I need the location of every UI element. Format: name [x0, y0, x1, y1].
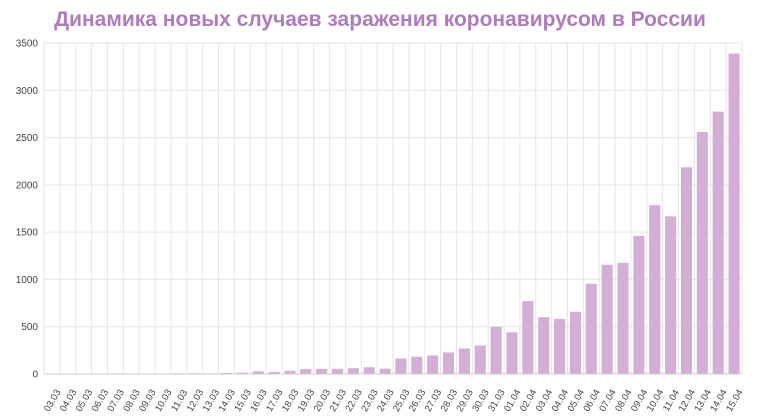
- bar-26.03: [411, 356, 423, 374]
- bar-06.04: [585, 283, 597, 374]
- bar-14.03: [220, 372, 232, 374]
- bar-02.04: [522, 301, 534, 374]
- bar-25.03: [395, 358, 407, 374]
- y-tick-label: 3500: [16, 39, 39, 50]
- bar-19.03: [300, 369, 312, 374]
- y-tick-label: 2000: [16, 180, 39, 191]
- y-tick-label: 1000: [16, 275, 39, 286]
- bars: [46, 53, 740, 374]
- bar-28.03: [442, 352, 455, 374]
- bar-12.04: [680, 167, 693, 374]
- bar-14.04: [712, 111, 724, 374]
- bar-15.04: [728, 53, 740, 374]
- bar-16.03: [252, 371, 264, 374]
- bar-07.04: [601, 264, 613, 374]
- bar-11.04: [665, 216, 677, 374]
- bar-15.03: [236, 372, 248, 374]
- bar-03.04: [538, 317, 550, 374]
- x-axis-ticks: 03.0304.0305.0306.0307.0308.0309.0310.03…: [42, 388, 746, 414]
- x-tick-label: 15.04: [724, 388, 745, 414]
- bar-21.03: [331, 368, 344, 374]
- y-tick-label: 2500: [16, 133, 39, 144]
- bar-20.03: [316, 368, 328, 374]
- bar-23.03: [363, 367, 375, 374]
- y-tick-label: 0: [32, 370, 38, 381]
- bar-31.03: [490, 326, 502, 374]
- y-axis-ticks: 0 500 1000 1500 2000 2500 3000 3500: [16, 39, 39, 381]
- bar-13.04: [696, 132, 708, 374]
- gridlines: [43, 42, 743, 375]
- bar-08.04: [617, 262, 629, 374]
- bar-04.04: [554, 318, 566, 374]
- bar-27.03: [427, 355, 439, 374]
- bar-22.03: [347, 368, 359, 374]
- bar-30.03: [474, 345, 486, 374]
- bar-18.03: [284, 370, 296, 374]
- bar-05.04: [569, 311, 581, 374]
- chart-title: Динамика новых случаев заражения коронав…: [54, 8, 706, 31]
- y-tick-label: 1500: [16, 228, 39, 239]
- bar-01.04: [506, 332, 518, 374]
- bar-24.03: [379, 368, 391, 374]
- bar-17.03: [268, 372, 280, 374]
- y-tick-label: 3000: [16, 86, 39, 97]
- bar-29.03: [458, 348, 470, 374]
- bar-09.04: [633, 236, 645, 374]
- y-tick-label: 500: [21, 322, 38, 333]
- bar-10.04: [649, 205, 661, 374]
